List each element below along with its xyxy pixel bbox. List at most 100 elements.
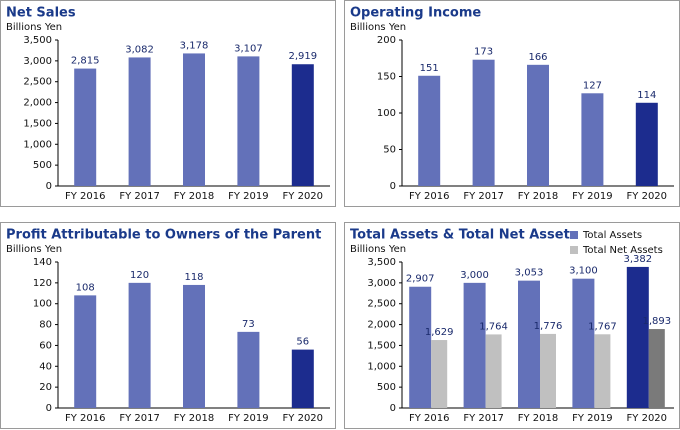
x-tick-label: FY 2019	[228, 191, 269, 202]
bar	[128, 282, 151, 408]
bar	[572, 278, 595, 408]
x-tick-label: FY 2016	[65, 413, 106, 424]
value-label: 166	[528, 52, 547, 63]
x-tick-label: FY 2020	[283, 191, 324, 202]
value-label: 108	[76, 282, 95, 293]
y-tick-label: 2,500	[23, 77, 52, 88]
chart-subtitle: Billions Yen	[350, 22, 406, 33]
bar	[74, 295, 97, 408]
x-tick-label: FY 2018	[518, 191, 559, 202]
x-tick-label: FY 2017	[119, 413, 160, 424]
panel-border	[344, 222, 680, 429]
chart-subtitle: Billions Yen	[6, 244, 62, 255]
x-tick-label: FY 2020	[283, 413, 324, 424]
bar	[431, 340, 448, 408]
bar	[183, 284, 205, 408]
y-tick-label: 1,500	[23, 118, 52, 129]
y-tick-label: 20	[39, 382, 52, 393]
bar	[183, 53, 205, 186]
y-tick-label: 60	[39, 340, 52, 351]
bar	[128, 57, 151, 187]
bar	[594, 334, 611, 408]
value-label: 3,382	[623, 254, 652, 265]
value-label: 2,815	[71, 56, 100, 67]
value-label: 1,629	[425, 327, 454, 338]
legend-label: Total Assets	[582, 230, 642, 241]
value-label: 114	[637, 90, 656, 101]
chart-title: Net Sales	[6, 6, 76, 21]
chart-title: Operating Income	[350, 6, 481, 21]
legend-label: Total Net Assets	[582, 245, 663, 256]
bar	[518, 280, 540, 408]
y-tick-label: 1,500	[367, 340, 396, 351]
x-tick-label: FY 2017	[119, 191, 160, 202]
x-tick-label: FY 2018	[518, 413, 559, 424]
y-tick-label: 3,500	[367, 257, 396, 268]
value-label: 2,907	[406, 274, 435, 285]
chart-panel: Total Assets & Total Net AssetsBillions …	[344, 222, 680, 429]
value-label: 3,000	[460, 270, 489, 281]
bar	[291, 64, 314, 186]
value-label: 151	[420, 63, 439, 74]
bar	[648, 329, 665, 408]
y-tick-label: 140	[33, 257, 52, 268]
y-tick-label: 500	[377, 382, 396, 393]
y-tick-label: 100	[33, 299, 52, 310]
x-tick-label: FY 2016	[409, 413, 450, 424]
x-tick-label: FY 2019	[572, 191, 613, 202]
value-label: 2,919	[288, 51, 317, 62]
x-tick-label: FY 2016	[65, 191, 106, 202]
value-label: 1,893	[642, 316, 671, 327]
chart-title: Profit Attributable to Owners of the Par…	[6, 228, 321, 243]
bar	[635, 102, 658, 186]
y-tick-label: 50	[383, 145, 396, 156]
value-label: 1,776	[534, 321, 563, 332]
y-tick-label: 40	[39, 361, 52, 372]
x-tick-label: FY 2017	[463, 191, 504, 202]
y-tick-label: 80	[39, 320, 52, 331]
y-tick-label: 500	[33, 160, 52, 171]
value-label: 56	[296, 337, 309, 348]
x-tick-label: FY 2020	[627, 191, 668, 202]
value-label: 3,107	[234, 43, 263, 54]
chart-title: Total Assets & Total Net Assets	[350, 228, 578, 243]
bar	[291, 349, 314, 408]
x-tick-label: FY 2016	[409, 191, 450, 202]
x-tick-label: FY 2019	[228, 413, 269, 424]
x-tick-label: FY 2018	[174, 191, 215, 202]
y-tick-label: 1,000	[367, 361, 396, 372]
y-tick-label: 0	[390, 403, 396, 414]
y-tick-label: 0	[46, 181, 52, 192]
bar	[418, 75, 441, 186]
x-tick-label: FY 2020	[627, 413, 668, 424]
y-tick-label: 0	[390, 181, 396, 192]
bar	[472, 59, 495, 186]
value-label: 127	[583, 80, 602, 91]
bar	[581, 93, 604, 186]
y-tick-label: 3,000	[367, 278, 396, 289]
y-tick-label: 1,000	[23, 139, 52, 150]
chart-panel: Profit Attributable to Owners of the Par…	[0, 222, 336, 429]
y-tick-label: 3,000	[23, 56, 52, 67]
legend-swatch	[570, 231, 578, 239]
value-label: 1,767	[588, 321, 617, 332]
legend-swatch	[570, 246, 578, 254]
bar	[463, 282, 486, 408]
panel-border	[0, 0, 336, 207]
y-tick-label: 2,500	[367, 299, 396, 310]
bar	[626, 266, 649, 408]
bar	[237, 331, 260, 408]
panel-border	[0, 222, 336, 429]
x-tick-label: FY 2019	[572, 413, 613, 424]
x-tick-label: FY 2017	[463, 413, 504, 424]
x-tick-label: FY 2018	[174, 413, 215, 424]
bar	[540, 333, 556, 408]
value-label: 73	[242, 319, 255, 330]
y-tick-label: 2,000	[367, 320, 396, 331]
bar	[409, 286, 432, 408]
y-tick-label: 120	[33, 278, 52, 289]
value-label: 173	[474, 47, 493, 58]
value-label: 1,764	[479, 321, 508, 332]
